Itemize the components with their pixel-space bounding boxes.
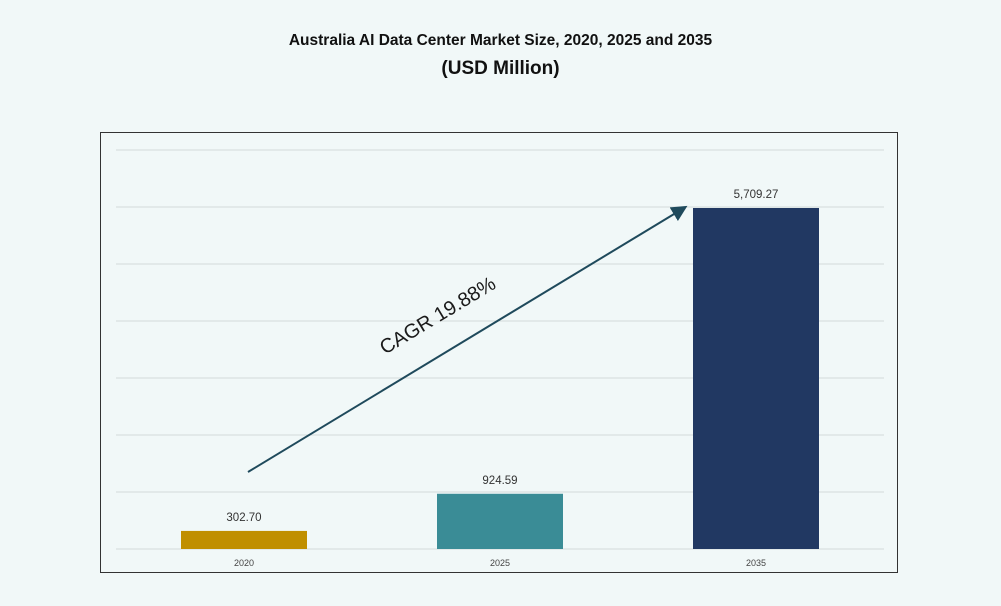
x-tick-label: 2020 [234,558,254,568]
cagr-annotation: CAGR 19.88% [376,273,500,360]
data-label-2035: 5,709.27 [734,189,779,201]
x-tick-label: 2035 [746,558,766,568]
x-tick-label: 2025 [490,558,510,568]
bar-2025 [437,493,563,549]
bar-2020 [181,530,307,549]
chart-frame [100,132,898,573]
chart-subtitle: (USD Million) [441,58,560,79]
data-label-2020: 302.70 [226,512,261,524]
data-label-2025: 924.59 [482,475,517,487]
bar-2035 [693,207,819,549]
cagr-arrow [247,205,688,473]
chart-title: Australia AI Data Center Market Size, 20… [288,32,713,49]
